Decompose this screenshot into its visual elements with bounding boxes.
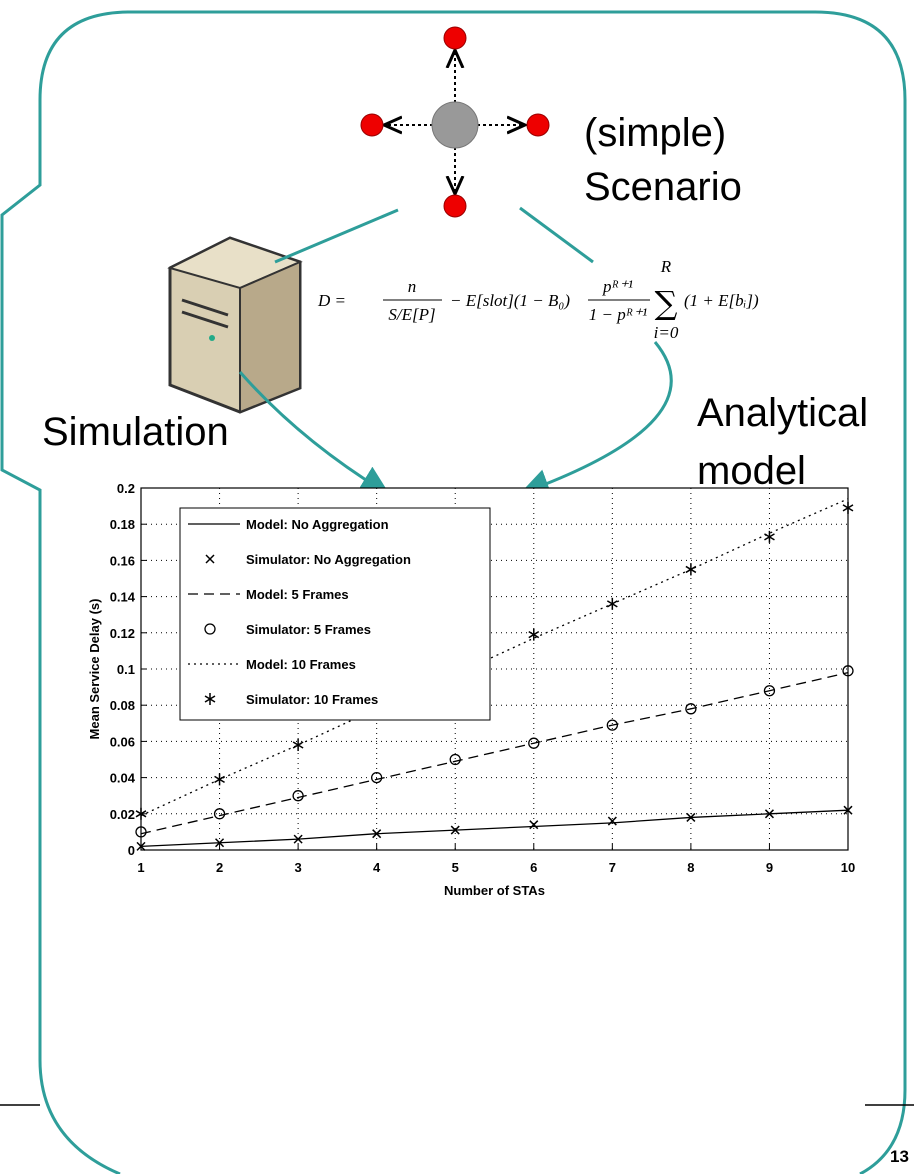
legend-label: Simulator: No Aggregation bbox=[246, 552, 411, 567]
y-tick-label: 0.04 bbox=[110, 771, 136, 786]
y-tick-label: 0 bbox=[128, 843, 135, 858]
formula-part: ∑ bbox=[655, 284, 678, 322]
y-tick-label: 0.18 bbox=[110, 517, 135, 532]
x-tick-label: 3 bbox=[294, 860, 301, 875]
page-number: 13 bbox=[890, 1147, 909, 1166]
formula-part: pᴿ⁺¹ bbox=[602, 277, 633, 296]
formula-part: R bbox=[660, 257, 672, 276]
y-tick-label: 0.1 bbox=[117, 662, 135, 677]
legend-label: Model: 5 Frames bbox=[246, 587, 349, 602]
x-tick-label: 4 bbox=[373, 860, 381, 875]
analytical-label: model bbox=[697, 449, 806, 493]
formula-part: − E[slot](1 − B₀) bbox=[450, 291, 570, 310]
y-tick-label: 0.02 bbox=[110, 807, 135, 822]
formula-part: 1 − pᴿ⁺¹ bbox=[589, 305, 647, 324]
x-tick-label: 10 bbox=[841, 860, 855, 875]
y-tick-label: 0.16 bbox=[110, 553, 135, 568]
x-tick-label: 7 bbox=[609, 860, 616, 875]
x-tick-label: 8 bbox=[687, 860, 694, 875]
formula: D = n S/E[P] − E[slot](1 − B₀) pᴿ⁺¹ 1 − … bbox=[317, 257, 759, 342]
legend-label: Model: No Aggregation bbox=[246, 517, 389, 532]
formula-part: D = bbox=[317, 291, 346, 310]
y-tick-label: 0.06 bbox=[110, 734, 135, 749]
legend-label: Model: 10 Frames bbox=[246, 657, 356, 672]
legend-label: Simulator: 5 Frames bbox=[246, 622, 371, 637]
y-axis-label: Mean Service Delay (s) bbox=[87, 599, 102, 740]
scenario-label: Scenario bbox=[584, 165, 742, 209]
nodes bbox=[361, 27, 549, 217]
x-tick-label: 5 bbox=[452, 860, 459, 875]
formula-part: n bbox=[408, 277, 417, 296]
formula-part: S/E[P] bbox=[388, 305, 435, 324]
analytical-label: Analytical bbox=[697, 391, 868, 435]
y-tick-label: 0.12 bbox=[110, 626, 135, 641]
legend-box bbox=[180, 508, 490, 720]
x-tick-label: 2 bbox=[216, 860, 223, 875]
x-tick-label: 1 bbox=[137, 860, 144, 875]
legend: Model: No Aggregation Simulator: No Aggre… bbox=[180, 508, 490, 720]
simulation-label: Simulation bbox=[42, 410, 229, 454]
y-tick-label: 0.08 bbox=[110, 698, 135, 713]
formula-part: (1 + E[bᵢ]) bbox=[684, 291, 759, 310]
x-tick-label: 9 bbox=[766, 860, 773, 875]
slide: 13 (simple) Scenario Simulation Analytic… bbox=[0, 0, 914, 1174]
formula-part: i=0 bbox=[654, 323, 679, 342]
connectors bbox=[240, 208, 671, 492]
x-tick-label: 6 bbox=[530, 860, 537, 875]
legend-label: Simulator: 10 Frames bbox=[246, 692, 378, 707]
scenario-label: (simple) bbox=[584, 111, 726, 155]
y-tick-label: 0.14 bbox=[110, 590, 136, 605]
server-icon bbox=[170, 238, 300, 412]
chart: 1 2 3 4 5 6 7 8 9 10 0 0.02 0.04 0.06 0.08 0.1 0.12 0.14 0… bbox=[87, 481, 855, 898]
y-tick-label: 0.2 bbox=[117, 481, 135, 496]
page: 13 (simple) Scenario Simulation Analytic… bbox=[0, 0, 914, 1174]
x-axis-label: Number of STAs bbox=[444, 883, 545, 898]
